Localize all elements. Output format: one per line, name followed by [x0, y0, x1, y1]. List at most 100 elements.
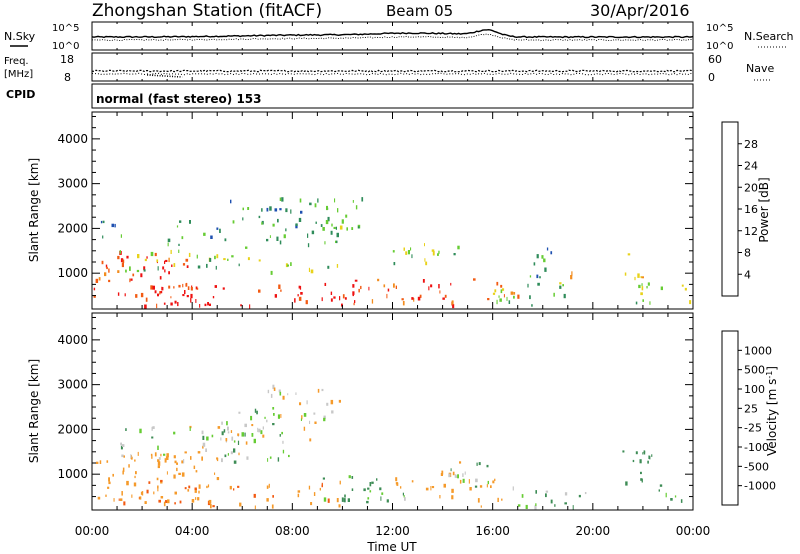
cpid-text: normal (fast stereo) 153 [96, 92, 262, 106]
heatmap-cell [300, 292, 303, 295]
heatmap-cell [176, 467, 178, 472]
colorbar-tick-label: 1000 [744, 344, 772, 357]
heatmap-cell [251, 433, 254, 437]
heatmap-cell [513, 292, 516, 295]
heatmap-cell [368, 286, 370, 291]
heatmap-cell [177, 302, 179, 307]
heatmap-cell [266, 207, 269, 212]
heatmap-cell [635, 301, 638, 305]
heatmap-cell [475, 478, 478, 483]
heatmap-cell [267, 389, 270, 394]
heatmap-cell [638, 284, 641, 289]
heatmap-cell [173, 286, 175, 289]
heatmap-cell [544, 267, 547, 272]
heatmap-cell [438, 284, 440, 289]
heatmap-cell [270, 393, 273, 398]
heatmap-cell [425, 261, 428, 266]
heatmap-cell [167, 242, 169, 247]
heatmap-cell [162, 287, 164, 291]
heatmap-cell [352, 292, 354, 297]
heatmap-cell [238, 411, 241, 414]
heatmap-cell [380, 496, 382, 501]
heatmap-cell [281, 197, 284, 202]
heatmap-cell [108, 268, 110, 273]
heatmap-cell [407, 250, 410, 255]
heatmap-cell [665, 492, 667, 498]
nave-tick-bottom: 0 [708, 71, 715, 84]
heatmap-cell [230, 451, 233, 455]
heatmap-cell [494, 289, 497, 293]
heatmap-cell [201, 430, 204, 435]
heatmap-cell [536, 274, 539, 279]
heatmap-cell [314, 203, 317, 208]
heatmap-cell [295, 223, 298, 226]
heatmap-cell [156, 259, 159, 263]
heatmap-cell [535, 490, 537, 494]
heatmap-cell [371, 299, 374, 304]
heatmap-cell [269, 456, 272, 459]
heatmap-cell [134, 475, 136, 479]
heatmap-cell [205, 448, 207, 452]
heatmap-cell [541, 255, 544, 259]
heatmap-cell [451, 495, 454, 500]
heatmap-cell [405, 251, 408, 255]
heatmap-cell [327, 216, 330, 222]
heatmap-cell [494, 478, 496, 481]
heatmap-cell [310, 502, 313, 506]
heatmap-cell [93, 295, 96, 298]
heatmap-cell [98, 277, 101, 281]
heatmap-cell [280, 414, 282, 418]
heatmap-cell [262, 434, 265, 438]
heatmap-cell [272, 223, 275, 227]
colorbar-tick-label: -100 [744, 441, 769, 454]
heatmap-cell [341, 497, 344, 502]
heatmap-cell [167, 499, 170, 504]
heatmap-cell [354, 279, 358, 282]
heatmap-cell [395, 285, 397, 289]
heatmap-cell [162, 266, 165, 270]
heatmap-cell [146, 256, 148, 259]
heatmap-cell [222, 287, 225, 290]
heatmap-cell [227, 426, 229, 431]
heatmap-cell [260, 430, 263, 435]
heatmap-cell [344, 297, 347, 300]
power-panel-frame [91, 111, 694, 310]
x-tick-label: 16:00 [475, 524, 510, 538]
heatmap-cell [178, 249, 180, 253]
heatmap-cell [202, 445, 204, 449]
heatmap-cell [361, 197, 364, 202]
heatmap-cell [174, 300, 177, 304]
heatmap-cell [442, 297, 445, 300]
heatmap-cell [288, 454, 290, 458]
heatmap-cell [281, 431, 283, 435]
heatmap-cell [117, 255, 120, 260]
heatmap-cell [343, 498, 346, 503]
heatmap-cell [189, 220, 191, 224]
heatmap-cell [282, 395, 285, 400]
heatmap-cell [241, 432, 244, 437]
heatmap-cell [245, 246, 248, 249]
heatmap-cell [651, 454, 653, 457]
heatmap-cell [336, 498, 339, 503]
heatmap-cell [333, 226, 336, 229]
heatmap-cell [202, 435, 205, 440]
heatmap-cell [443, 483, 446, 488]
heatmap-cell [298, 296, 302, 301]
count-tick-top-left: 10^5 [52, 23, 79, 34]
heatmap-cell [537, 282, 540, 286]
heatmap-cell [124, 293, 126, 297]
heatmap-cell [209, 258, 212, 262]
heatmap-cell [160, 479, 163, 482]
heatmap-cell [220, 437, 222, 441]
heatmap-cell [250, 415, 253, 421]
heatmap-cell [197, 265, 201, 269]
heatmap-cell [211, 434, 214, 438]
heatmap-cell [97, 496, 101, 500]
heatmap-cell [315, 221, 317, 224]
heatmap-cell [352, 284, 355, 288]
heatmap-cell [158, 457, 161, 460]
heatmap-cell [339, 480, 341, 485]
heatmap-cell [129, 266, 131, 271]
heatmap-cell [450, 468, 452, 472]
heatmap-cell [564, 492, 568, 496]
